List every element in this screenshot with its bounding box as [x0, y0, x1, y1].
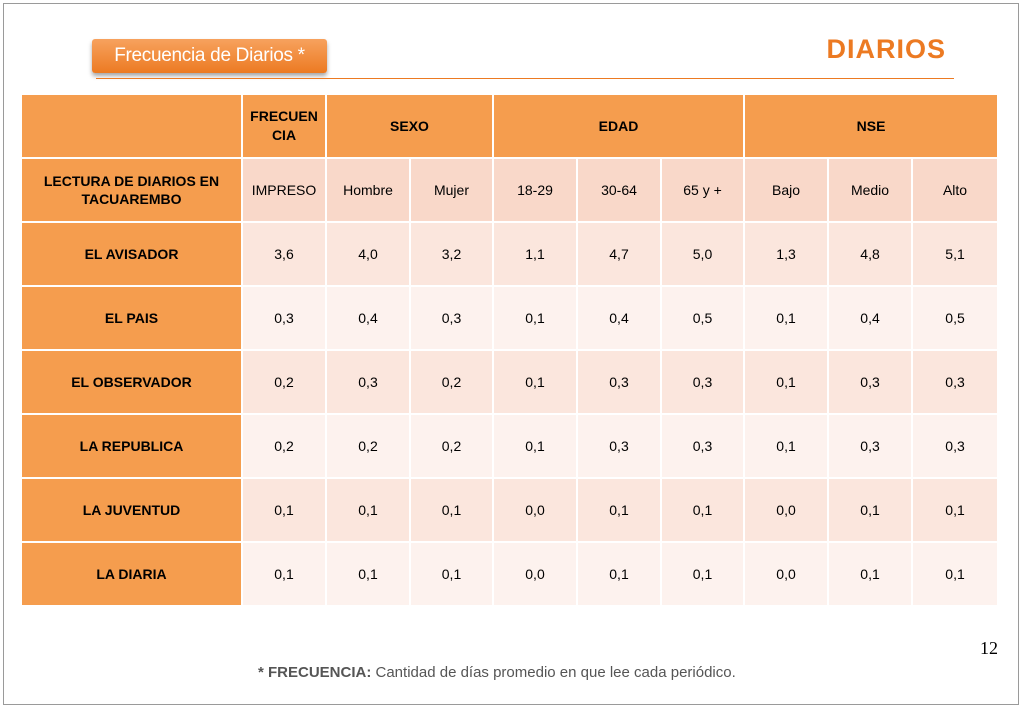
table-row: EL OBSERVADOR 0,2 0,3 0,2 0,1 0,3 0,3 0,1 0,3 0,3	[20, 349, 1000, 415]
table-cell: 0,1	[659, 477, 746, 543]
header-sexo: SEXO	[325, 93, 494, 159]
subheader-cell: Hombre	[325, 157, 411, 223]
table-cell: 3,2	[409, 221, 494, 287]
header-edad: EDAD	[491, 93, 746, 159]
table-cell: 0,0	[743, 477, 830, 543]
table-cell: 0,0	[492, 541, 578, 607]
table-cell: 0,3	[827, 349, 914, 415]
table-cell: 0,3	[659, 413, 746, 479]
header-rule	[96, 78, 954, 79]
subheader-cell: 18-29	[492, 157, 578, 223]
table-cell: 0,1	[492, 349, 578, 415]
table-cell: 0,3	[827, 413, 914, 479]
row-header-title: LECTURA DE DIARIOS EN TACUAREMBO	[20, 157, 243, 223]
table-cell: 0,4	[325, 285, 411, 351]
table-row: EL PAIS 0,3 0,4 0,3 0,1 0,4 0,5 0,1 0,4 0,5	[20, 285, 1000, 351]
footnote-term: * FRECUENCIA:	[258, 664, 372, 681]
subheader-cell: Alto	[911, 157, 1000, 223]
table-cell: 0,1	[827, 477, 914, 543]
subheader-row: LECTURA DE DIARIOS EN TACUAREMBO IMPRESO…	[20, 157, 1000, 223]
table-cell: 4,7	[576, 221, 662, 287]
table-cell: 4,0	[325, 221, 411, 287]
table-row: EL AVISADOR 3,6 4,0 3,2 1,1 4,7 5,0 1,3 4,8 5,1	[20, 221, 1000, 287]
table-cell: 0,1	[241, 477, 327, 543]
table-cell: 3,6	[241, 221, 327, 287]
row-label: LA JUVENTUD	[20, 477, 243, 543]
table-row: LA DIARIA 0,1 0,1 0,1 0,0 0,1 0,1 0,0 0,1 0,1	[20, 541, 1000, 607]
table-cell: 0,1	[743, 349, 830, 415]
table-cell: 0,3	[576, 413, 662, 479]
table-cell: 0,1	[576, 541, 662, 607]
table-cell: 0,1	[576, 477, 662, 543]
table-cell: 0,0	[492, 477, 578, 543]
table-cell: 0,2	[325, 413, 411, 479]
section-tag: Frecuencia de Diarios *	[92, 39, 327, 73]
table-cell: 4,8	[827, 221, 914, 287]
frequency-table: FRECUEN CIA SEXO EDAD NSE LECTURA DE DIA…	[20, 93, 1000, 607]
table-cell: 0,1	[409, 541, 494, 607]
table-cell: 1,3	[743, 221, 830, 287]
table-cell: 5,1	[911, 221, 1000, 287]
subheader-cell: IMPRESO	[241, 157, 327, 223]
table-cell: 1,1	[492, 221, 578, 287]
table-cell: 0,1	[911, 477, 1000, 543]
table-cell: 0,1	[325, 541, 411, 607]
table-cell: 0,1	[743, 413, 830, 479]
table-cell: 0,3	[659, 349, 746, 415]
table-cell: 0,3	[911, 349, 1000, 415]
table-cell: 0,1	[492, 285, 578, 351]
header-nse: NSE	[743, 93, 1000, 159]
table-cell: 0,2	[409, 413, 494, 479]
footnote: * FRECUENCIA: Cantidad de días promedio …	[258, 664, 736, 681]
row-label: EL PAIS	[20, 285, 243, 351]
section-tag-label: Frecuencia de Diarios *	[114, 45, 305, 66]
group-header-row: FRECUEN CIA SEXO EDAD NSE	[20, 93, 1000, 159]
row-label: LA DIARIA	[20, 541, 243, 607]
table-row: LA JUVENTUD 0,1 0,1 0,1 0,0 0,1 0,1 0,0 0,1 0,1	[20, 477, 1000, 543]
table-cell: 0,1	[241, 541, 327, 607]
table-cell: 0,3	[325, 349, 411, 415]
page-number: 12	[980, 638, 998, 658]
corner-cell	[20, 93, 243, 159]
table-cell: 0,2	[241, 349, 327, 415]
slide-title: DIARIOS	[826, 34, 946, 64]
table-cell: 0,3	[911, 413, 1000, 479]
table-cell: 0,1	[325, 477, 411, 543]
table-cell: 0,3	[409, 285, 494, 351]
table-cell: 0,3	[241, 285, 327, 351]
subheader-cell: Mujer	[409, 157, 494, 223]
header-frecuencia: FRECUEN CIA	[241, 93, 327, 159]
subheader-cell: Medio	[827, 157, 914, 223]
table-cell: 0,4	[827, 285, 914, 351]
table-cell: 0,1	[827, 541, 914, 607]
table-cell: 0,4	[576, 285, 662, 351]
subheader-cell: Bajo	[743, 157, 830, 223]
table-cell: 0,0	[743, 541, 830, 607]
row-label: EL OBSERVADOR	[20, 349, 243, 415]
row-label: LA REPUBLICA	[20, 413, 243, 479]
table-cell: 0,3	[576, 349, 662, 415]
footnote-text: Cantidad de días promedio en que lee cad…	[371, 664, 736, 681]
row-label: EL AVISADOR	[20, 221, 243, 287]
table-cell: 0,1	[743, 285, 830, 351]
table-row: LA REPUBLICA 0,2 0,2 0,2 0,1 0,3 0,3 0,1 0,3 0,3	[20, 413, 1000, 479]
subheader-cell: 65 y +	[659, 157, 746, 223]
table-cell: 0,5	[911, 285, 1000, 351]
table-cell: 0,2	[409, 349, 494, 415]
table-cell: 0,5	[659, 285, 746, 351]
slide-frame	[3, 3, 1019, 705]
table-cell: 0,2	[241, 413, 327, 479]
table-cell: 5,0	[659, 221, 746, 287]
table-cell: 0,1	[409, 477, 494, 543]
table-cell: 0,1	[911, 541, 1000, 607]
subheader-cell: 30-64	[576, 157, 662, 223]
table-cell: 0,1	[492, 413, 578, 479]
table-cell: 0,1	[659, 541, 746, 607]
